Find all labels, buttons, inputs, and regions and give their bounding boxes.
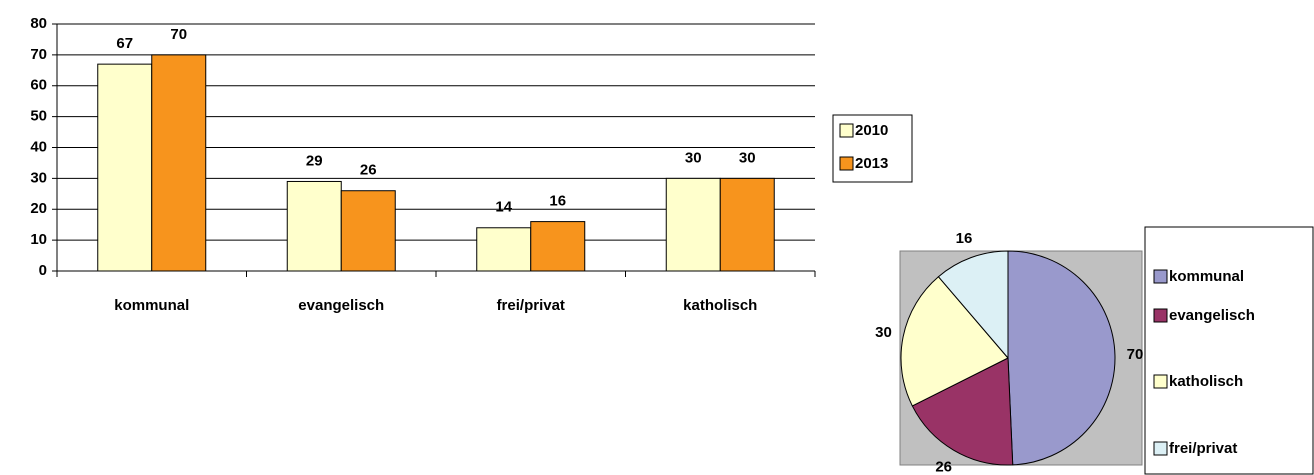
- data-label: 30: [685, 149, 702, 166]
- bar: [286, 180, 342, 272]
- data-label: 16: [549, 193, 566, 210]
- y-tick-label: 40: [30, 138, 47, 155]
- y-tick-label: 70: [30, 46, 47, 63]
- legend-label: 2010: [855, 122, 888, 139]
- x-tick-label: katholisch: [683, 297, 757, 314]
- x-tick-label: evangelisch: [298, 297, 384, 314]
- data-label: 14: [495, 199, 512, 216]
- y-tick-label: 20: [30, 200, 47, 217]
- legend-swatch: [839, 123, 854, 138]
- legend-swatch: [1153, 269, 1168, 284]
- bar: [665, 177, 721, 272]
- bar: [719, 177, 775, 272]
- pie-slice: [1007, 250, 1116, 466]
- legend-swatch: [1153, 374, 1168, 389]
- legend-box: [1144, 226, 1314, 475]
- data-label: 30: [739, 149, 756, 166]
- legend-label: evangelisch: [1169, 307, 1255, 324]
- bar: [340, 190, 396, 272]
- pie-slice: [911, 357, 1014, 466]
- data-label: 26: [360, 162, 377, 179]
- y-tick-label: 80: [30, 15, 47, 32]
- data-label: 26: [935, 458, 952, 475]
- bar: [476, 227, 532, 272]
- y-tick-label: 50: [30, 108, 47, 125]
- y-tick-label: 0: [39, 262, 47, 279]
- x-tick-label: kommunal: [114, 297, 189, 314]
- data-label: 16: [956, 230, 973, 247]
- legend-label: katholisch: [1169, 373, 1243, 390]
- bar: [530, 221, 586, 272]
- y-tick-label: 30: [30, 169, 47, 186]
- legend-label: 2013: [855, 155, 888, 172]
- data-label: 70: [170, 26, 187, 43]
- y-tick-label: 60: [30, 77, 47, 94]
- legend-swatch: [839, 156, 854, 171]
- bar: [151, 54, 207, 272]
- data-label: 29: [306, 152, 323, 169]
- data-label: 30: [875, 324, 892, 341]
- legend-label: frei/privat: [1169, 440, 1237, 457]
- legend-label: kommunal: [1169, 268, 1244, 285]
- legend-swatch: [1153, 441, 1168, 456]
- legend-swatch: [1153, 308, 1168, 323]
- data-label: 70: [1127, 346, 1144, 363]
- x-tick-label: frei/privat: [497, 297, 565, 314]
- pie-slice: [900, 276, 1009, 407]
- data-label: 67: [116, 35, 133, 52]
- y-tick-label: 10: [30, 231, 47, 248]
- pie-slice: [937, 250, 1009, 360]
- bar: [97, 63, 153, 272]
